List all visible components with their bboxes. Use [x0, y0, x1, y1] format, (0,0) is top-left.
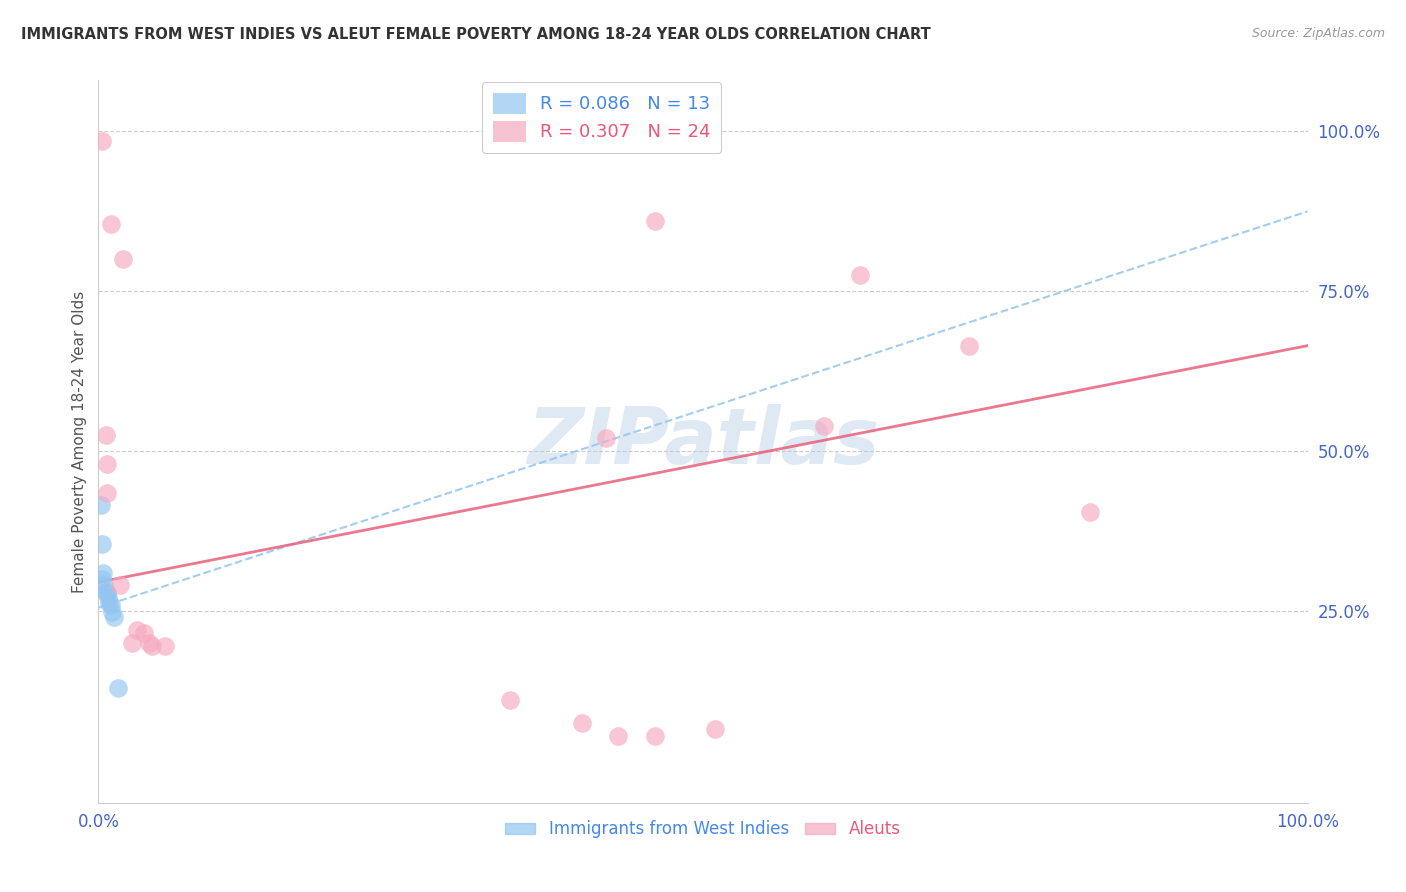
- Point: [91, 566, 114, 580]
- Point: [91, 572, 114, 586]
- Point: [957, 338, 980, 352]
- Point: [100, 598, 122, 612]
- Point: [644, 729, 666, 743]
- Y-axis label: Female Poverty Among 18-24 Year Olds: Female Poverty Among 18-24 Year Olds: [72, 291, 87, 592]
- Point: [94, 584, 117, 599]
- Legend: Immigrants from West Indies, Aleuts: Immigrants from West Indies, Aleuts: [499, 814, 907, 845]
- Point: [100, 605, 122, 619]
- Point: [571, 715, 593, 730]
- Point: [704, 723, 727, 737]
- Text: Source: ZipAtlas.com: Source: ZipAtlas.com: [1251, 27, 1385, 40]
- Point: [91, 537, 114, 551]
- Point: [111, 252, 134, 267]
- Point: [607, 729, 630, 743]
- Point: [813, 418, 835, 433]
- Point: [134, 626, 156, 640]
- Point: [96, 586, 118, 600]
- Text: ZIPatlas: ZIPatlas: [527, 403, 879, 480]
- Point: [100, 217, 122, 231]
- Point: [97, 590, 120, 604]
- Point: [96, 485, 118, 500]
- Point: [1078, 505, 1101, 519]
- Point: [91, 134, 114, 148]
- Text: IMMIGRANTS FROM WEST INDIES VS ALEUT FEMALE POVERTY AMONG 18-24 YEAR OLDS CORREL: IMMIGRANTS FROM WEST INDIES VS ALEUT FEM…: [21, 27, 931, 42]
- Point: [849, 268, 872, 283]
- Point: [153, 639, 176, 653]
- Point: [121, 636, 143, 650]
- Point: [96, 457, 118, 471]
- Point: [498, 693, 520, 707]
- Point: [138, 636, 160, 650]
- Point: [127, 623, 149, 637]
- Point: [141, 639, 163, 653]
- Point: [108, 578, 131, 592]
- Point: [107, 681, 129, 695]
- Point: [103, 610, 125, 624]
- Point: [595, 431, 617, 445]
- Point: [93, 578, 115, 592]
- Point: [94, 428, 117, 442]
- Point: [90, 499, 112, 513]
- Point: [644, 214, 666, 228]
- Point: [98, 596, 121, 610]
